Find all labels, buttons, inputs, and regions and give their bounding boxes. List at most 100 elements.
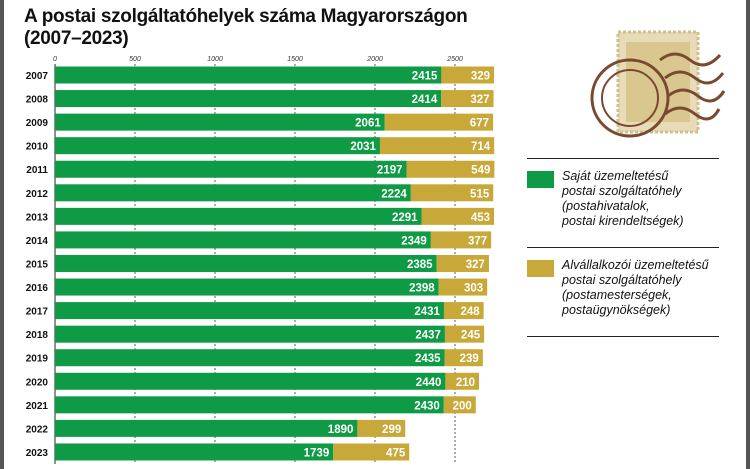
x-tick-label: 1500	[287, 56, 303, 63]
bar-segment	[406, 160, 495, 178]
x-tick-label: 1000	[207, 56, 223, 63]
data-label: 2414	[412, 94, 438, 106]
y-tick-label: 2016	[26, 283, 49, 294]
data-label: 200	[453, 400, 472, 412]
title-line-1: A postai szolgáltatóhelyek száma Magyaro…	[24, 6, 468, 27]
data-label: 299	[382, 424, 401, 436]
bar-segment	[55, 231, 431, 249]
bar-segment	[55, 137, 380, 155]
data-label: 2291	[392, 212, 418, 224]
bar-segment	[55, 254, 437, 272]
y-tick-label: 2007	[26, 71, 49, 82]
bar-segment	[430, 231, 492, 249]
bar-segment	[55, 90, 442, 108]
bar-segment	[357, 419, 406, 437]
y-tick-label: 2022	[26, 424, 49, 435]
data-label: 2440	[416, 377, 442, 389]
title-line-2: (2007–2023)	[24, 28, 129, 49]
bar-segment	[55, 419, 358, 437]
bar-segment	[55, 207, 422, 225]
data-label: 329	[471, 71, 490, 83]
bar-segment	[421, 207, 495, 225]
y-tick-label: 2018	[26, 330, 49, 341]
data-label: 210	[456, 377, 475, 389]
bar-segment	[443, 396, 476, 414]
y-tick-label: 2014	[26, 236, 49, 247]
bar-segment	[384, 113, 494, 131]
x-tick-label: 2500	[446, 56, 463, 63]
bar-segment	[443, 302, 484, 320]
x-tick-label: 500	[129, 56, 141, 63]
x-tick-label: 2000	[366, 56, 383, 63]
y-tick-label: 2019	[26, 354, 49, 365]
frame-right	[746, 0, 750, 469]
bar-segment	[441, 66, 495, 84]
data-label: 2224	[381, 188, 407, 200]
legend-item-own: Saját üzemeltetésű postai szolgáltatóhel…	[527, 159, 719, 239]
data-label: 2197	[377, 165, 403, 177]
y-tick-label: 2012	[26, 189, 49, 200]
data-label: 1890	[328, 424, 354, 436]
data-label: 2385	[407, 259, 433, 271]
data-label: 2398	[409, 283, 435, 295]
bar-segment	[55, 372, 446, 390]
bar-segment	[55, 302, 444, 320]
bar-segment	[333, 443, 410, 461]
y-tick-label: 2009	[26, 118, 49, 129]
bar-segment	[55, 66, 442, 84]
chart-title: A postai szolgáltatóhelyek száma Magyaro…	[24, 6, 468, 50]
frame-left	[0, 0, 4, 469]
bar-segment	[379, 137, 495, 155]
legend-text: (postahivatalok,	[562, 199, 650, 213]
data-label: 303	[464, 283, 483, 295]
bar-segment	[441, 90, 494, 108]
data-label: 2437	[415, 330, 441, 342]
y-tick-label: 2015	[26, 259, 49, 270]
legend-swatch-subcontractor	[527, 260, 554, 277]
data-label: 677	[470, 118, 489, 130]
legend-divider	[527, 158, 719, 159]
bar-segment	[444, 349, 483, 367]
bar-segment	[55, 325, 445, 343]
legend: Saját üzemeltetésű postai szolgáltatóhel…	[527, 158, 719, 337]
data-label: 2435	[415, 353, 441, 365]
bar-segment	[55, 396, 444, 414]
bar-segment	[55, 349, 445, 367]
y-tick-label: 2011	[26, 165, 48, 176]
y-tick-label: 2008	[26, 95, 49, 106]
data-label: 515	[470, 188, 490, 200]
data-label: 2061	[355, 118, 381, 130]
data-label: 248	[460, 306, 480, 318]
data-label: 377	[468, 235, 487, 247]
data-label: 2415	[412, 71, 438, 83]
bar-segment	[55, 160, 407, 178]
y-tick-label: 2010	[26, 142, 49, 153]
bar-segment	[55, 113, 385, 131]
legend-text: postai kirendeltségek)	[562, 214, 684, 228]
y-tick-label: 2013	[26, 212, 49, 223]
bar-segment	[444, 325, 485, 343]
data-label: 453	[471, 212, 490, 224]
data-label: 549	[471, 165, 490, 177]
data-label: 714	[471, 141, 491, 153]
x-tick-label: 0	[53, 56, 57, 63]
y-tick-label: 2020	[26, 377, 49, 388]
bar-segment	[410, 184, 494, 202]
bar-segment	[55, 278, 439, 296]
data-label: 2349	[401, 235, 427, 247]
bar-segment	[438, 278, 488, 296]
legend-text: postai szolgáltatóhely	[562, 184, 682, 198]
legend-item-subcontractor: Alvállalkozói üzemeltetésű postai szolgá…	[527, 248, 719, 328]
legend-text: Alvállalkozói üzemeltetésű	[562, 258, 709, 272]
y-tick-label: 2017	[26, 307, 49, 318]
data-label: 475	[386, 447, 406, 459]
data-label: 239	[460, 353, 479, 365]
legend-divider	[527, 247, 719, 248]
data-label: 327	[470, 94, 489, 106]
data-label: 245	[461, 330, 481, 342]
legend-swatch-own	[527, 171, 554, 188]
bar-segment	[445, 372, 479, 390]
data-label: 2431	[414, 306, 440, 318]
